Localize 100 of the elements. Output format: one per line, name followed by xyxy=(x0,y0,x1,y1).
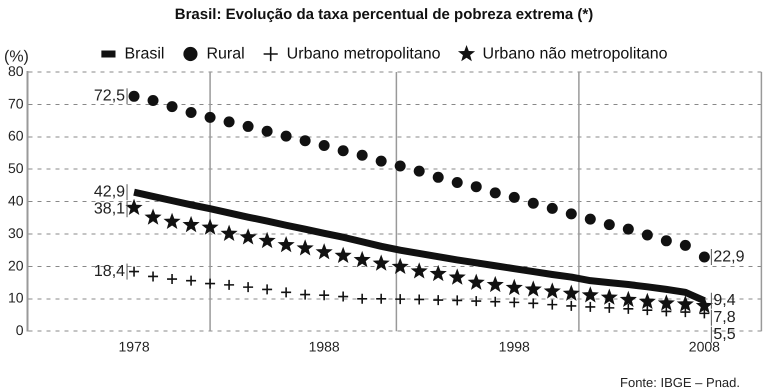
point xyxy=(204,278,216,290)
y-tick-label: 0 xyxy=(16,322,24,338)
point xyxy=(508,192,520,203)
point xyxy=(470,295,482,307)
point xyxy=(261,284,273,296)
point xyxy=(280,130,292,142)
point xyxy=(430,264,447,282)
point xyxy=(486,276,504,292)
point xyxy=(676,295,694,312)
point xyxy=(600,288,618,305)
point xyxy=(128,266,140,278)
point xyxy=(604,302,616,314)
data-label: 22,9 xyxy=(713,248,745,266)
point xyxy=(394,160,406,172)
point xyxy=(220,224,238,241)
y-axis-title: (%) xyxy=(4,48,29,66)
point xyxy=(128,90,140,102)
point xyxy=(584,214,596,225)
data-label: 7,8 xyxy=(713,309,736,326)
point xyxy=(299,288,311,300)
point xyxy=(372,254,390,271)
point xyxy=(375,293,387,305)
data-label: 72,5 xyxy=(94,88,126,105)
point xyxy=(318,289,330,302)
point xyxy=(296,239,314,256)
x-tick-label: 1998 xyxy=(498,338,530,354)
point xyxy=(224,116,235,128)
y-tick-label: 30 xyxy=(8,224,24,241)
point xyxy=(147,270,159,282)
point xyxy=(432,294,444,306)
source-note: Fonte: IBGE – Pnad. xyxy=(620,375,740,390)
point xyxy=(163,212,181,229)
point xyxy=(186,107,197,118)
point xyxy=(620,290,637,308)
data-label: 18,4 xyxy=(94,262,126,280)
point xyxy=(202,218,219,235)
point xyxy=(451,294,464,306)
legend-label: Brasil xyxy=(124,45,164,62)
y-tick-label: 80 xyxy=(8,62,24,79)
point xyxy=(166,273,178,285)
point xyxy=(338,145,349,156)
point xyxy=(258,232,276,248)
point xyxy=(546,298,558,310)
point xyxy=(144,208,162,225)
data-label: 9,4 xyxy=(713,292,736,310)
point xyxy=(278,236,295,252)
y-tick-label: 50 xyxy=(8,160,24,176)
point xyxy=(658,294,675,311)
point xyxy=(148,95,159,106)
point xyxy=(680,240,691,251)
point xyxy=(432,172,444,183)
point xyxy=(354,250,371,268)
point xyxy=(528,198,539,209)
point xyxy=(468,274,485,290)
chart-title: Brasil: Evolução da taxa percentual de pobreza extrema (*) xyxy=(174,6,594,24)
point xyxy=(376,156,387,167)
x-tick-label: 1978 xyxy=(118,338,150,354)
point xyxy=(582,286,599,303)
point xyxy=(660,235,672,246)
point xyxy=(316,243,333,260)
point xyxy=(566,208,577,220)
point xyxy=(334,246,352,263)
y-tick-label: 60 xyxy=(8,128,24,144)
point xyxy=(185,274,197,286)
point xyxy=(544,282,561,299)
point xyxy=(508,296,520,308)
point xyxy=(524,280,542,297)
point xyxy=(527,298,540,310)
point xyxy=(622,303,634,315)
point xyxy=(448,268,466,285)
point xyxy=(584,301,596,313)
point xyxy=(413,294,425,306)
point xyxy=(696,296,713,314)
point xyxy=(546,202,558,214)
point xyxy=(565,300,578,312)
point xyxy=(280,286,292,298)
point xyxy=(125,198,143,216)
data-label: 38,1 xyxy=(94,200,126,218)
point xyxy=(204,112,216,123)
point xyxy=(604,219,615,230)
data-label: 42,9 xyxy=(94,184,126,201)
point xyxy=(562,284,580,301)
y-tick-label: 40 xyxy=(8,192,24,208)
point xyxy=(506,278,523,296)
point xyxy=(410,262,428,279)
legend-label: Urbano metropolitano xyxy=(286,45,441,62)
point xyxy=(242,281,254,293)
x-tick-label: 1988 xyxy=(308,338,340,354)
y-tick-label: 10 xyxy=(8,290,24,306)
point xyxy=(414,166,425,177)
point xyxy=(622,224,634,235)
legend-label: Rural xyxy=(206,45,245,62)
point xyxy=(182,216,200,232)
point xyxy=(394,293,406,305)
point xyxy=(166,101,178,112)
point xyxy=(470,181,482,192)
point xyxy=(638,292,656,309)
point xyxy=(300,135,311,146)
point xyxy=(489,296,502,308)
point xyxy=(642,229,653,240)
